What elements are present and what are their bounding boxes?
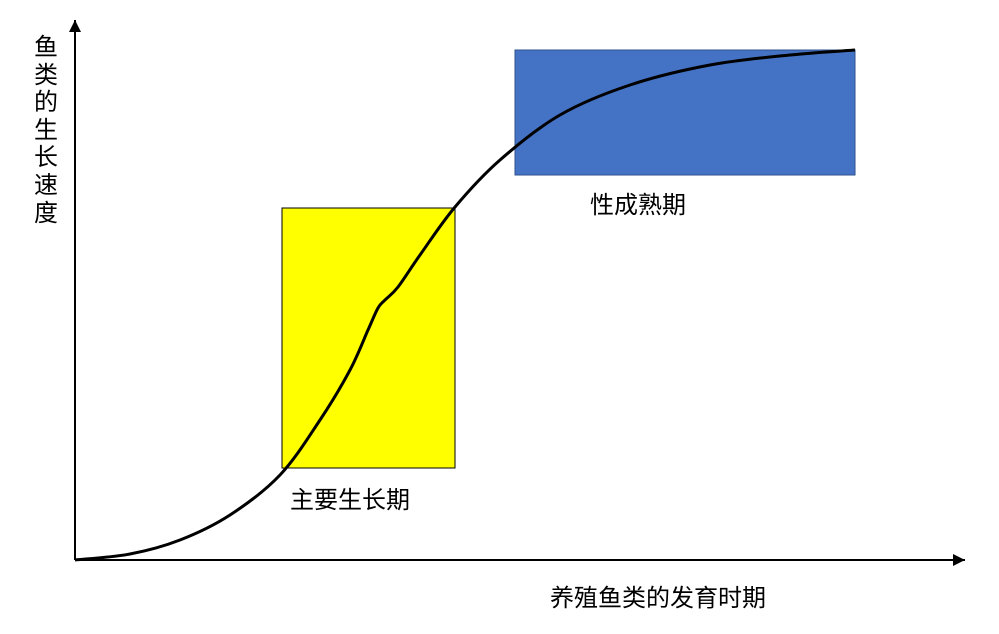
y-axis-arrowhead xyxy=(69,20,81,32)
x-axis-arrowhead xyxy=(953,554,965,566)
chart-svg xyxy=(0,0,999,634)
growth-phase-label: 主要生长期 xyxy=(290,480,410,515)
x-axis-label: 养殖鱼类的发育时期 xyxy=(550,578,766,613)
maturity-phase-label: 性成熟期 xyxy=(590,185,686,220)
growth-phase-rect xyxy=(282,208,455,468)
growth-curve-chart: 鱼类的生长速度 养殖鱼类的发育时期 主要生长期 性成熟期 xyxy=(0,0,999,634)
y-axis-label: 鱼类的生长速度 xyxy=(34,35,58,228)
